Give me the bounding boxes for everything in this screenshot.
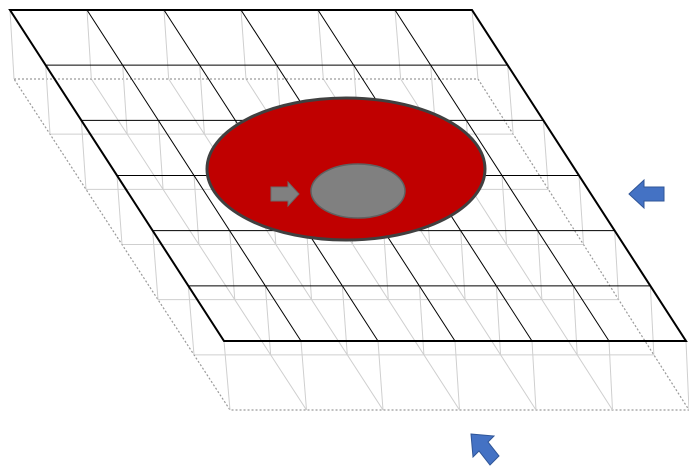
layer-connector-line [502,176,507,245]
layer-connector-line [117,176,122,245]
layer-connector-line [123,65,128,134]
layer-connector-line [81,120,86,189]
layer-connector-line [307,231,312,300]
arrow-left-icon [629,180,664,208]
layer-connector-line [164,10,169,79]
layer-connector-line [342,286,347,355]
layer-connector-line [230,231,235,300]
layer-connector-line [87,10,91,79]
layer-connector-line [395,10,401,79]
layer-connector-line [455,341,460,410]
layer-connector-line [496,286,500,355]
layer-connector-line [579,176,584,245]
layer-connector-line [318,10,323,79]
layer-connector-line [461,231,465,300]
layer-connector-line [241,10,246,79]
layer-connector-line [472,10,478,79]
layer-connector-line [538,231,542,300]
layer-connector-line [10,10,14,79]
layer-connector-line [573,286,577,355]
layer-connector-line [508,65,514,134]
layer-connector-line [46,65,50,134]
layer-connector-line [419,286,424,355]
layer-connector-line [153,231,158,300]
layer-connector-line [378,341,383,410]
layer-connector-line [200,65,205,134]
layer-connector-line [301,341,307,410]
grey-inner-ellipse [311,164,405,218]
layer-connector-line [543,120,548,189]
layer-connector-line [194,176,199,245]
layer-connector-line [615,231,619,300]
layer-connector-line [650,286,654,355]
arrow-up-left-icon [471,434,499,465]
layer-connector-line [609,341,613,410]
layer-connector-line [384,231,389,300]
layer-connector-line [158,120,163,189]
layer-connector-line [532,341,536,410]
layer-connector-line [265,286,270,355]
layer-connector-line [188,286,194,355]
layer-connector-line [224,341,230,410]
